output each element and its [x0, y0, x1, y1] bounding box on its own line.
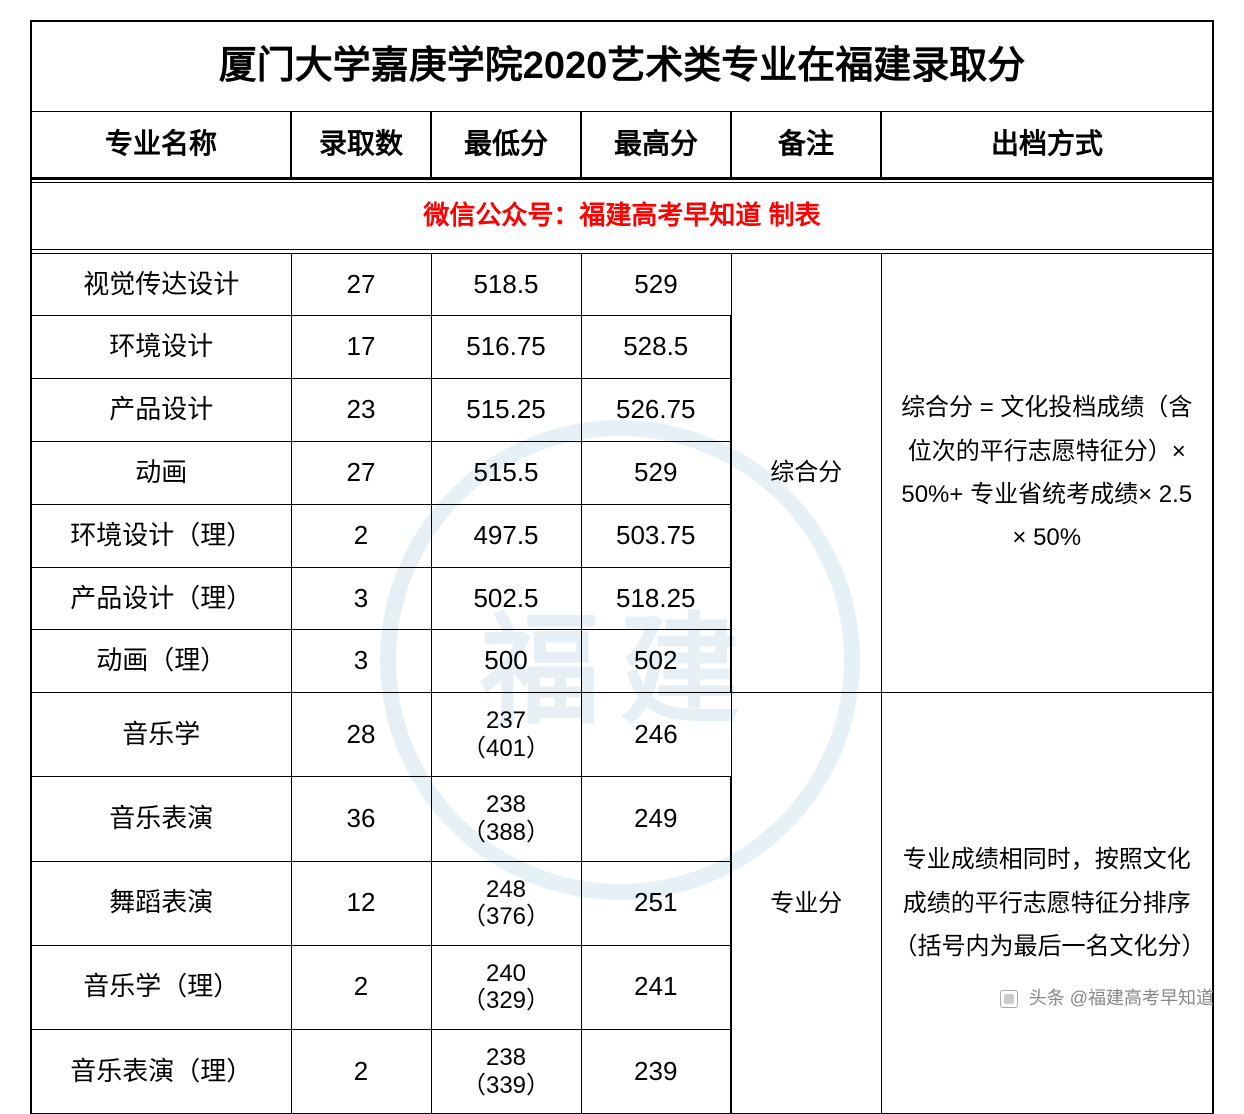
page-title: 厦门大学嘉庚学院2020艺术类专业在福建录取分	[31, 21, 1213, 112]
cell-min: 518.5	[431, 253, 581, 316]
cell-name: 舞蹈表演	[31, 861, 291, 945]
cell-name: 产品设计（理）	[31, 567, 291, 630]
cell-max: 239	[581, 1029, 731, 1113]
cell-count: 28	[291, 693, 431, 777]
cell-max: 246	[581, 693, 731, 777]
notice-text: 微信公众号：福建高考早知道 制表	[31, 182, 1213, 249]
cell-max: 502	[581, 630, 731, 693]
cell-name: 音乐表演	[31, 777, 291, 861]
cell-max: 503.75	[581, 504, 731, 567]
cell-min: 240（329）	[431, 945, 581, 1029]
cell-count: 27	[291, 253, 431, 316]
cell-name: 产品设计	[31, 379, 291, 442]
cell-method: 综合分 = 文化投档成绩（含位次的平行志愿特征分）× 50%+ 专业省统考成绩×…	[881, 253, 1213, 693]
cell-min: 248（376）	[431, 861, 581, 945]
cell-max: 528.5	[581, 316, 731, 379]
attribution-icon	[1000, 990, 1018, 1008]
cell-name: 音乐学（理）	[31, 945, 291, 1029]
cell-max: 251	[581, 861, 731, 945]
attribution: 头条 @福建高考早知道	[1000, 984, 1214, 1010]
cell-note: 综合分	[731, 253, 881, 693]
cell-max: 529	[581, 253, 731, 316]
cell-name: 环境设计	[31, 316, 291, 379]
cell-name: 动画	[31, 441, 291, 504]
cell-name: 音乐学	[31, 693, 291, 777]
title-row: 厦门大学嘉庚学院2020艺术类专业在福建录取分	[31, 21, 1213, 112]
cell-max: 526.75	[581, 379, 731, 442]
notice-row: 微信公众号：福建高考早知道 制表	[31, 182, 1213, 249]
cell-min: 238（388）	[431, 777, 581, 861]
header-note: 备注	[731, 112, 881, 178]
header-name: 专业名称	[31, 112, 291, 178]
cell-name: 音乐表演（理）	[31, 1029, 291, 1113]
cell-name: 动画（理）	[31, 630, 291, 693]
table-row: 视觉传达设计27518.5529综合分综合分 = 文化投档成绩（含位次的平行志愿…	[31, 253, 1213, 316]
cell-count: 2	[291, 945, 431, 1029]
cell-min: 515.25	[431, 379, 581, 442]
header-method: 出档方式	[881, 112, 1213, 178]
cell-min: 237（401）	[431, 693, 581, 777]
cell-min: 502.5	[431, 567, 581, 630]
cell-count: 12	[291, 861, 431, 945]
cell-max: 529	[581, 441, 731, 504]
cell-count: 27	[291, 441, 431, 504]
header-count: 录取数	[291, 112, 431, 178]
cell-max: 241	[581, 945, 731, 1029]
cell-min: 515.5	[431, 441, 581, 504]
cell-name: 视觉传达设计	[31, 253, 291, 316]
cell-min: 497.5	[431, 504, 581, 567]
cell-count: 17	[291, 316, 431, 379]
header-min: 最低分	[431, 112, 581, 178]
admission-table: 厦门大学嘉庚学院2020艺术类专业在福建录取分 专业名称 录取数 最低分 最高分…	[30, 20, 1214, 1114]
table-row: 音乐学28237（401）246专业分专业成绩相同时，按照文化成绩的平行志愿特征…	[31, 693, 1213, 777]
cell-method: 专业成绩相同时，按照文化成绩的平行志愿特征分排序（括号内为最后一名文化分）	[881, 693, 1213, 1114]
header-max: 最高分	[581, 112, 731, 178]
cell-count: 23	[291, 379, 431, 442]
cell-count: 2	[291, 504, 431, 567]
header-row: 专业名称 录取数 最低分 最高分 备注 出档方式	[31, 112, 1213, 178]
cell-min: 238（339）	[431, 1029, 581, 1113]
cell-max: 518.25	[581, 567, 731, 630]
cell-count: 3	[291, 630, 431, 693]
cell-count: 2	[291, 1029, 431, 1113]
cell-count: 36	[291, 777, 431, 861]
cell-max: 249	[581, 777, 731, 861]
cell-name: 环境设计（理）	[31, 504, 291, 567]
table-container: 厦门大学嘉庚学院2020艺术类专业在福建录取分 专业名称 录取数 最低分 最高分…	[0, 0, 1244, 1114]
cell-min: 516.75	[431, 316, 581, 379]
attribution-text: 头条 @福建高考早知道	[1029, 988, 1214, 1008]
cell-note: 专业分	[731, 693, 881, 1114]
cell-count: 3	[291, 567, 431, 630]
cell-min: 500	[431, 630, 581, 693]
